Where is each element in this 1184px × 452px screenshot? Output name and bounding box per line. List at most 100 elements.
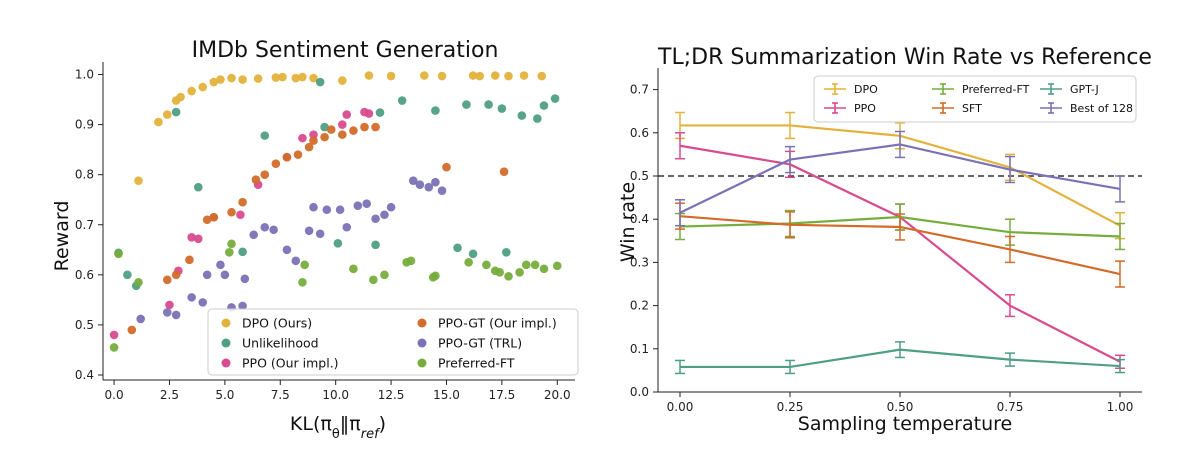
- data-point: [431, 106, 440, 115]
- data-point: [282, 245, 292, 255]
- data-point: [386, 71, 396, 81]
- data-point: [326, 125, 336, 134]
- data-point: [298, 278, 307, 287]
- data-point: [185, 255, 194, 265]
- error-bar: [1005, 155, 1015, 184]
- legend-marker: [1040, 102, 1062, 114]
- data-point: [437, 71, 447, 81]
- data-point: [260, 170, 270, 179]
- data-point: [371, 214, 380, 224]
- error-bar: [1115, 260, 1125, 288]
- data-point: [134, 278, 143, 287]
- data-point: [216, 75, 225, 84]
- legend-marker: [1040, 83, 1062, 95]
- data-point: [187, 86, 196, 96]
- legend-label: Unlikelihood: [242, 336, 319, 351]
- data-point: [320, 122, 329, 132]
- error-bar: [895, 341, 905, 359]
- data-point: [335, 205, 345, 215]
- data-point: [333, 238, 343, 248]
- data-point: [552, 261, 562, 271]
- error-bar: [785, 211, 795, 239]
- data-point: [162, 110, 172, 119]
- error-bar: [785, 111, 795, 140]
- series-ppo: [675, 132, 1125, 369]
- data-point: [238, 197, 247, 207]
- data-point: [424, 182, 434, 192]
- legend-marker: [417, 338, 427, 348]
- error-bar: [675, 359, 685, 375]
- data-point: [495, 268, 504, 277]
- data-point: [154, 117, 163, 127]
- x-tick-label: 0.50: [887, 400, 914, 414]
- data-point: [349, 126, 358, 135]
- x-tick-label: 0.75: [997, 400, 1024, 414]
- data-point: [484, 100, 493, 109]
- data-point: [187, 232, 196, 242]
- x-axis-label: KL(πθ‖πref): [290, 413, 386, 442]
- data-point: [220, 270, 230, 280]
- series-unlikelihood: [114, 77, 560, 291]
- data-point: [171, 107, 181, 117]
- data-point: [202, 270, 212, 280]
- data-point: [165, 300, 174, 310]
- y-tick-label: 0.4: [75, 368, 94, 382]
- legend-box: [813, 75, 1137, 123]
- y-tick-label: 0.5: [630, 169, 649, 183]
- y-tick-label: 0.3: [630, 255, 649, 269]
- data-point: [371, 122, 380, 132]
- data-point: [238, 75, 247, 84]
- data-point: [309, 136, 318, 145]
- data-point: [309, 73, 318, 83]
- data-point: [278, 72, 287, 82]
- data-point: [304, 142, 314, 152]
- data-point: [397, 96, 407, 105]
- data-point: [216, 260, 225, 270]
- y-tick-label: 0.0: [630, 385, 649, 399]
- legend-marker: [824, 102, 846, 114]
- series-ppo-gt-trl: [136, 176, 447, 324]
- data-point: [533, 114, 542, 123]
- data-point: [322, 205, 332, 215]
- data-point: [240, 274, 250, 284]
- data-point: [134, 176, 143, 185]
- legend-marker: [221, 338, 231, 348]
- legend-marker: [417, 358, 427, 368]
- error-bar: [1005, 352, 1015, 367]
- legend-marker: [221, 318, 231, 328]
- data-point: [198, 82, 208, 92]
- y-tick-label: 0.8: [75, 168, 94, 182]
- legend-marker: [417, 318, 427, 328]
- series-dpo-ours: [134, 71, 547, 185]
- tldr-chart: TL;DR Summarization Win Rate vs Referenc…: [617, 45, 1152, 435]
- data-point: [109, 343, 119, 352]
- legend-label: PPO-GT (TRL): [438, 336, 522, 351]
- data-point: [386, 202, 396, 212]
- data-point: [431, 271, 440, 281]
- data-point: [482, 260, 491, 270]
- data-point: [269, 225, 278, 235]
- data-point: [364, 71, 374, 80]
- data-series: [675, 111, 1125, 375]
- data-point: [251, 175, 261, 184]
- data-point: [309, 130, 318, 139]
- series-gpt-j: [675, 341, 1125, 375]
- y-axis-label: Reward: [51, 201, 73, 272]
- data-point: [304, 226, 314, 236]
- data-point: [209, 77, 219, 87]
- data-point: [380, 210, 389, 220]
- y-tick-label: 1.0: [75, 68, 94, 82]
- x-axis-label: Sampling temperature: [798, 413, 1012, 435]
- data-point: [530, 260, 540, 270]
- series-sft: [675, 202, 1125, 288]
- data-point: [537, 71, 547, 81]
- data-point: [406, 256, 416, 266]
- error-bar: [1115, 222, 1125, 251]
- data-point: [309, 202, 318, 212]
- series-preferred-ft: [109, 239, 562, 352]
- error-bar: [895, 130, 905, 159]
- legend-label: DPO (Ours): [242, 316, 312, 331]
- data-point: [420, 71, 429, 80]
- data-point: [282, 152, 292, 162]
